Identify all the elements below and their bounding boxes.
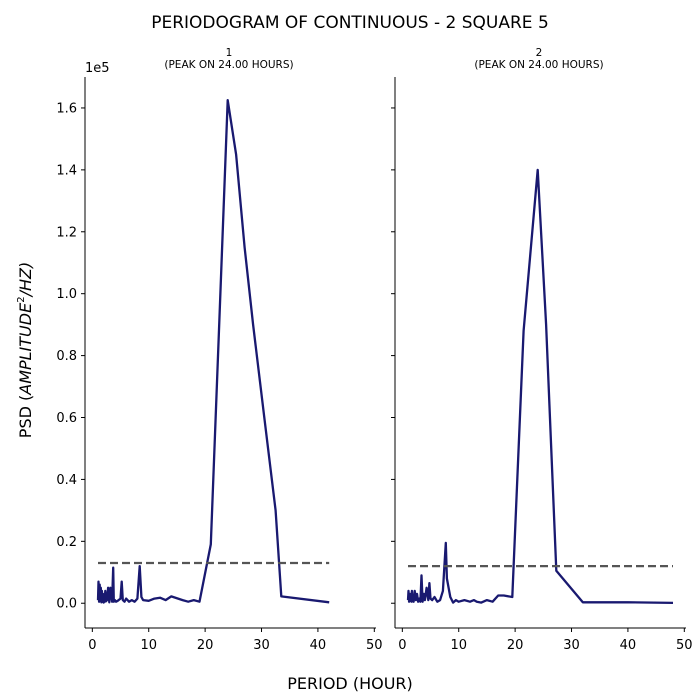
y-tick-label: 1.4 (56, 163, 77, 178)
x-tick-label: 50 (366, 638, 383, 653)
x-axis-label: PERIOD (HOUR) (287, 674, 413, 693)
y-axis-label-tail: /HZ) (16, 262, 35, 299)
y-tick-label: 0.6 (56, 411, 77, 426)
subplot-2-axes: 0 10 20 30 40 50 (391, 77, 693, 653)
y-tick-label: 1.0 (56, 287, 77, 302)
psd-line (96, 99, 330, 604)
x-tick-label: 10 (140, 638, 157, 653)
subplot-1-title-line2: (PEAK ON 24.00 HOURS) (164, 59, 293, 71)
figure-title: PERIODOGRAM OF CONTINUOUS - 2 SQUARE 5 (151, 13, 549, 33)
subplot-2: 2 (PEAK ON 24.00 HOURS) 0 10 20 30 40 50 (391, 47, 693, 653)
psd-line (406, 168, 674, 605)
y-tick-label: 0.2 (56, 535, 77, 550)
x-tick-label: 0 (88, 638, 96, 653)
x-tick-label: 40 (310, 638, 327, 653)
subplot-2-title-line1: 2 (536, 47, 543, 59)
y-tick-label: 1.6 (56, 101, 77, 116)
subplot-1: 1 (PEAK ON 24.00 HOURS) 1e5 0 10 20 30 40 500… (56, 47, 382, 653)
y-tick-label: 0.8 (56, 349, 77, 364)
subplot-1-title-line1: 1 (226, 47, 233, 59)
y-axis-label-prefix: PSD ( (16, 395, 35, 438)
x-tick-label: 30 (563, 638, 580, 653)
x-tick-label: 10 (450, 638, 467, 653)
x-tick-label: 50 (676, 638, 693, 653)
y-tick-label: 0.0 (56, 597, 77, 612)
x-tick-label: 40 (620, 638, 637, 653)
y-offset-label: 1e5 (85, 61, 110, 76)
x-tick-label: 0 (398, 638, 406, 653)
x-tick-label: 20 (197, 638, 214, 653)
x-tick-label: 20 (507, 638, 524, 653)
x-tick-label: 30 (253, 638, 270, 653)
y-tick-label: 1.2 (56, 225, 77, 240)
subplot-2-title-line2: (PEAK ON 24.00 HOURS) (474, 59, 603, 71)
y-tick-label: 0.4 (56, 473, 77, 488)
y-axis-label-math: AMPLITUDE (16, 302, 35, 396)
y-axis-label: PSD (AMPLITUDE2/HZ) (16, 262, 35, 438)
y-axis-label-sup: 2 (16, 296, 27, 302)
subplot-1-axes: 0 10 20 30 40 50 0.0 0.2 0.4 0.6 0.8 1.0 1.2 1.4 1.6 (56, 77, 383, 653)
